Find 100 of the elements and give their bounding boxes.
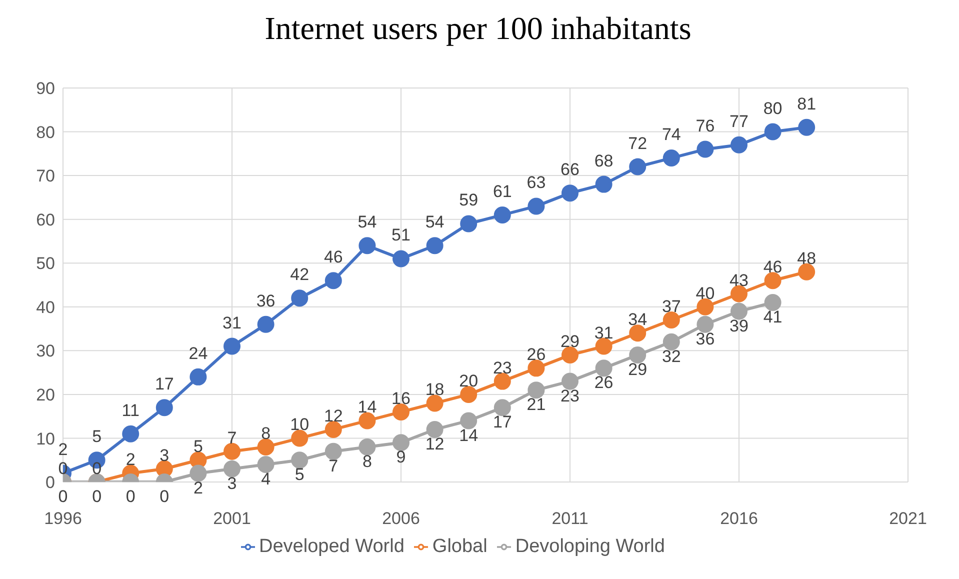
data-label: 8 [362,452,372,472]
data-label: 2 [58,440,68,460]
data-label: 74 [662,125,681,144]
legend-label: Global [432,536,488,557]
data-label: 43 [730,270,748,290]
point [460,412,478,430]
point [257,438,274,456]
point [291,430,308,447]
data-label: 51 [392,226,410,245]
point [494,206,511,224]
point [662,150,680,167]
data-label: 18 [425,380,444,400]
data-label: 77 [730,112,748,131]
legend-label: Devoloping World [515,536,665,557]
data-label: 3 [227,474,237,493]
point [224,460,240,478]
data-label: 8 [261,424,271,443]
point [324,420,342,438]
point [494,372,511,390]
data-label: 2 [193,478,203,498]
point [156,399,173,416]
data-label: 29 [628,360,648,380]
point [798,118,816,136]
data-label: 12 [425,434,444,454]
point [730,136,748,154]
data-label: 26 [594,373,614,392]
point [528,198,545,215]
data-label: 31 [594,323,614,342]
data-label: 14 [459,426,478,445]
point [324,272,342,290]
data-label: 23 [492,358,512,378]
point [291,290,308,307]
data-label: 29 [560,332,580,352]
data-label: 76 [696,116,715,136]
data-label: 26 [526,345,546,364]
point [562,184,578,202]
point [291,452,308,469]
point [528,360,545,377]
point [595,338,612,355]
data-label: 54 [358,212,377,232]
data-label: 20 [459,371,478,390]
y-tick-label: 50 [36,254,55,274]
point [392,250,410,268]
point [764,272,782,290]
y-tick-label: 60 [36,210,55,230]
point [730,285,748,302]
data-label: 7 [328,456,338,476]
data-label: 46 [763,258,782,277]
data-label: 9 [396,448,406,467]
point [595,360,612,377]
point [257,456,274,473]
data-label: 48 [797,248,816,268]
point [696,316,714,333]
data-label: 32 [662,346,681,366]
x-tick-label: 2016 [720,509,758,528]
data-label: 42 [290,265,310,284]
data-label: 72 [628,134,648,153]
data-label: 36 [696,329,715,348]
point [562,346,578,364]
point [426,237,444,254]
point [392,434,410,452]
point [595,176,612,193]
point [528,382,545,399]
data-label: 0 [58,487,68,506]
data-label: 0 [126,487,136,506]
legend-label: Developed World [259,536,404,557]
data-label: 24 [188,344,208,363]
data-label: 36 [256,291,276,310]
point [426,420,444,438]
data-label: 4 [261,470,271,489]
data-label: 7 [227,428,237,448]
point [257,316,274,333]
data-label: 54 [425,212,444,232]
data-label: 5 [193,437,203,456]
data-label: 59 [459,190,478,210]
data-label: 46 [324,248,343,267]
point [764,123,782,140]
data-label: 11 [122,400,140,420]
data-label: 40 [696,284,715,303]
y-tick-label: 0 [46,473,55,492]
data-label: 0 [92,487,102,506]
point [190,464,207,482]
point [696,140,714,158]
data-label: 14 [358,398,377,417]
point [358,412,376,430]
y-tick-label: 30 [36,342,55,361]
x-tick-label: 2021 [889,509,927,528]
x-tick-label: 1996 [44,509,82,528]
point [122,425,140,442]
y-tick-label: 90 [36,79,55,98]
point [730,302,748,320]
data-label: 5 [294,465,304,484]
point [460,386,478,403]
point [764,294,782,312]
data-label: 41 [763,308,782,327]
point [629,324,646,342]
point [358,237,376,254]
y-tick-label: 20 [36,385,55,404]
data-label: 31 [222,313,242,332]
data-label: 66 [560,160,580,180]
